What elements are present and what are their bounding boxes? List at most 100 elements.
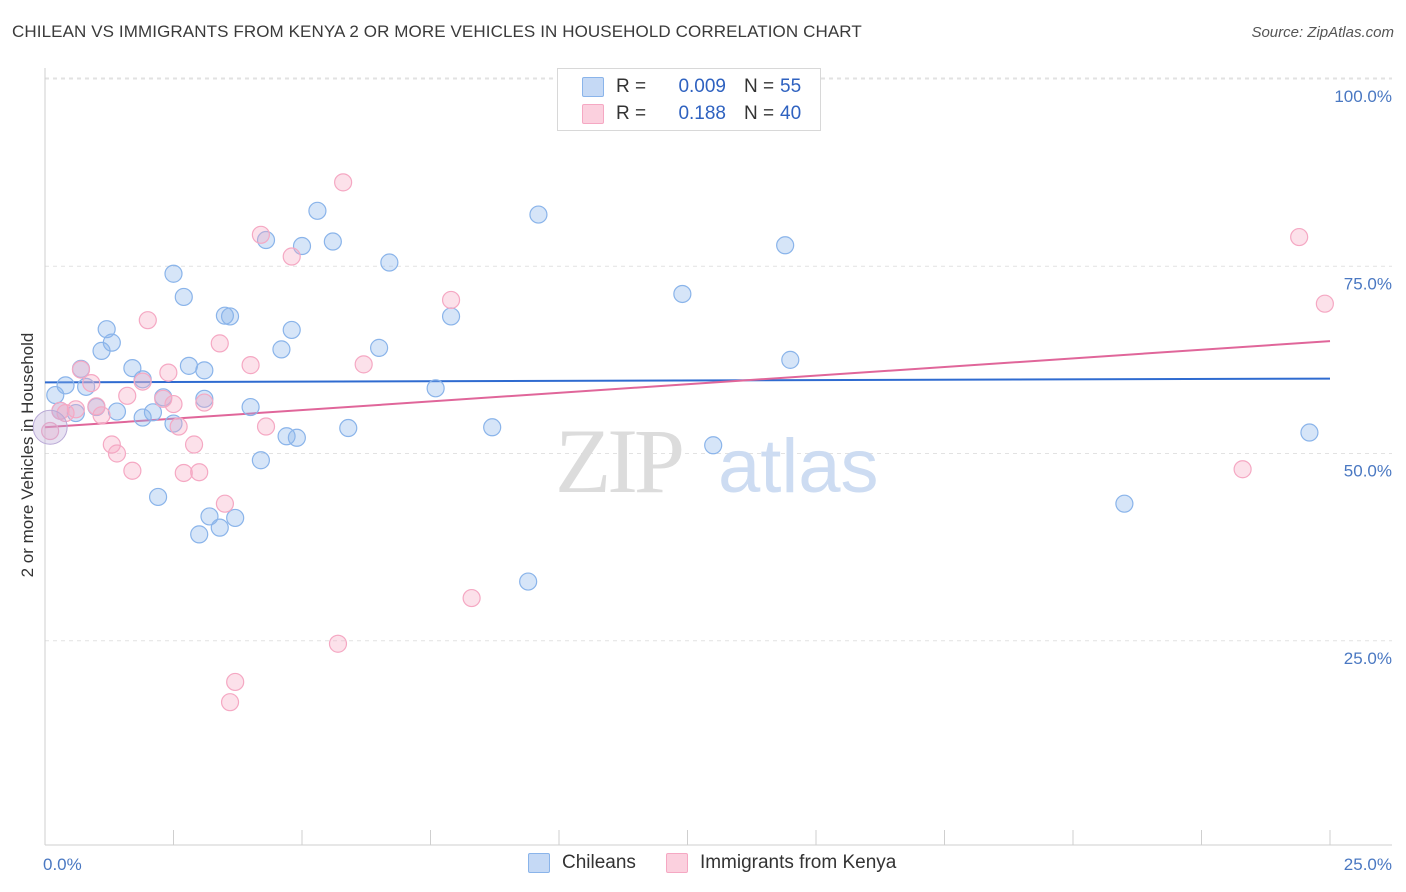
point-chileans [164, 264, 183, 283]
y-axis-title: 2 or more Vehicles in Household [18, 332, 37, 578]
point-cluster [32, 409, 68, 445]
point-chileans [287, 428, 306, 447]
watermark-zip: ZIP [555, 410, 682, 512]
point-chileans [123, 359, 142, 378]
point-kenya [334, 173, 353, 192]
point-kenya [71, 360, 91, 379]
point-chileans [174, 287, 193, 307]
x-tick-label-max: 25.0% [1344, 855, 1392, 874]
point-chileans [673, 284, 692, 304]
point-chileans [1300, 423, 1319, 442]
point-kenya [282, 247, 301, 266]
point-kenya [56, 403, 75, 423]
point-chileans [190, 525, 209, 544]
point-chileans [143, 403, 163, 422]
point-kenya [1290, 227, 1309, 247]
x-tick-label-min: 0.0% [43, 855, 82, 874]
point-chileans [215, 306, 234, 325]
point-kenya [241, 356, 260, 375]
watermark-layer: ZIP atlas [555, 410, 879, 512]
point-kenya [164, 394, 183, 414]
legend-item-chileans[interactable]: Chileans [528, 852, 636, 874]
point-kenya [184, 435, 204, 454]
y-tick-label: 25.0% [1344, 649, 1392, 668]
point-chileans [179, 356, 199, 375]
legend-label-chileans: Chileans [562, 852, 636, 873]
point-chileans [529, 205, 548, 224]
point-kenya [169, 417, 188, 436]
label-layer: 25.0% 50.0% 75.0% 100.0% 0.0% 25.0% [43, 87, 1392, 874]
r-label: R = [616, 76, 647, 97]
point-kenya [1315, 294, 1334, 313]
point-kenya [462, 588, 481, 608]
r-value-chileans: 0.009 [678, 76, 726, 97]
point-chileans [226, 508, 245, 528]
point-kenya [82, 373, 101, 393]
r-label: R = [616, 103, 647, 124]
point-kenya [118, 386, 137, 405]
point-chileans [370, 338, 389, 357]
chart-title: CHILEAN VS IMMIGRANTS FROM KENYA 2 OR MO… [12, 22, 862, 41]
point-kenya [210, 334, 229, 353]
point-chileans [323, 232, 342, 251]
point-chileans [220, 307, 240, 326]
point-kenya [251, 225, 270, 244]
point-chileans [97, 320, 116, 339]
point-kenya [92, 406, 111, 425]
point-chileans [704, 436, 723, 455]
point-kenya [220, 693, 240, 712]
point-chileans [56, 376, 75, 395]
point-kenya [87, 397, 106, 416]
point-kenya [226, 672, 245, 692]
point-kenya [441, 290, 461, 310]
n-value-chileans: 55 [780, 76, 802, 97]
point-chileans [380, 253, 399, 272]
point-chileans [107, 402, 127, 421]
correlation-legend: R = 0.009 N = 55 R = 0.188 N = 40 [557, 68, 821, 131]
point-chileans [148, 487, 168, 507]
axis-layer [44, 68, 1392, 846]
point-chileans [210, 518, 229, 537]
point-kenya [41, 421, 60, 441]
r-value-kenya: 0.188 [678, 103, 726, 124]
point-kenya [174, 463, 193, 483]
trendline-chileans [44, 377, 1331, 384]
point-chileans [256, 230, 276, 250]
y-tick-label: 50.0% [1344, 462, 1392, 481]
point-chileans [308, 201, 327, 220]
legend-row-chileans: R = 0.009 N = 55 [582, 74, 801, 100]
point-kenya [159, 363, 178, 382]
trendline-kenya [44, 340, 1331, 429]
point-kenya [102, 435, 121, 454]
point-kenya [328, 634, 348, 653]
legend-swatch-chileans [582, 77, 604, 97]
point-chileans [200, 507, 219, 526]
point-kenya [190, 463, 209, 482]
point-chileans [164, 414, 183, 433]
point-chileans [781, 350, 800, 369]
point-chileans [241, 397, 260, 417]
series-legend: Chileans Immigrants from Kenya [528, 852, 926, 874]
watermark-atlas: atlas [718, 424, 879, 509]
legend-item-kenya[interactable]: Immigrants from Kenya [665, 852, 896, 874]
n-label: N = [744, 76, 775, 97]
y-tick-label: 100.0% [1334, 87, 1392, 106]
legend-swatch-kenya [665, 853, 688, 873]
point-kenya [195, 393, 214, 412]
chart-source: Source: ZipAtlas.com [1251, 24, 1394, 41]
points-layer [32, 173, 1334, 712]
point-chileans [133, 408, 152, 427]
point-chileans [426, 379, 445, 398]
point-chileans [776, 236, 795, 255]
point-chileans [519, 572, 538, 591]
point-kenya [215, 494, 234, 513]
legend-swatch-chileans [528, 853, 550, 873]
point-chileans [339, 418, 358, 438]
legend-row-kenya: R = 0.188 N = 40 [582, 101, 801, 127]
point-chileans [102, 333, 121, 352]
n-value-kenya: 40 [780, 103, 802, 124]
point-chileans [441, 307, 461, 326]
point-chileans [282, 320, 301, 340]
point-kenya [354, 355, 373, 374]
